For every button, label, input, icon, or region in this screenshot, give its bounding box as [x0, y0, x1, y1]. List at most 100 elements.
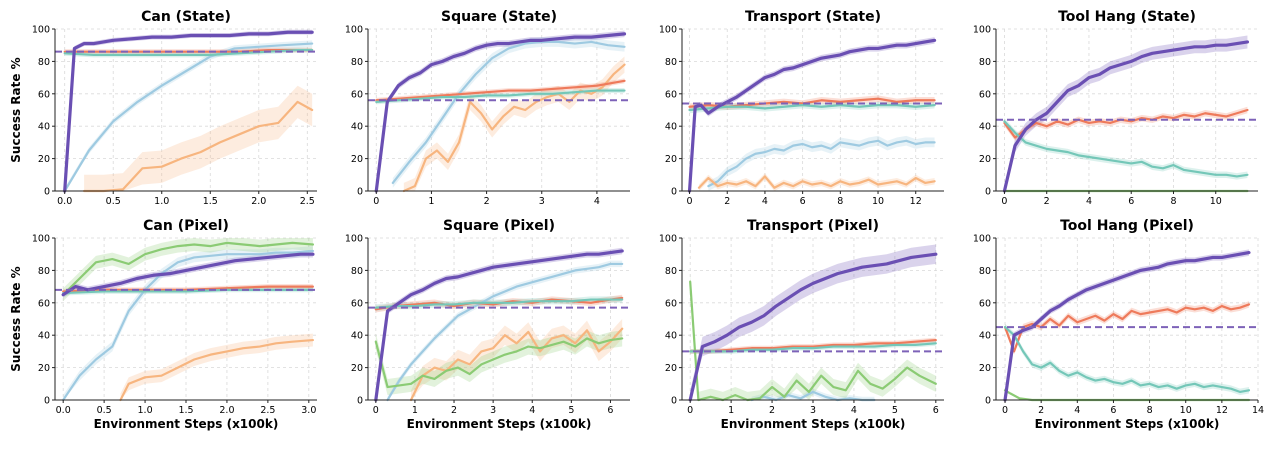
x-axis-label: Environment Steps (x100k): [1035, 417, 1220, 431]
y-tick-label: 80: [665, 266, 677, 277]
chart-panel-4: 0 20 40 60 80 100 0.0 0.5 1.0 1.5 2.0 2.5 3.0 Can (Pi…: [9, 218, 317, 431]
x-tick-label: 1: [428, 196, 434, 207]
chart-panel-5: 0 20 40 60 80 100 0 1 2 3 4 5 6 Square (Pixel) Environ…: [345, 218, 630, 431]
y-tick-label: 100: [973, 234, 991, 245]
series-line: [63, 48, 314, 57]
series-band: [708, 135, 935, 191]
y-tick-label: 80: [38, 266, 50, 277]
x-tick-label: 12: [910, 196, 922, 207]
y-tick-label: 40: [665, 122, 677, 133]
x-tick-label: 4: [529, 405, 535, 416]
panel-title: Square (State): [441, 9, 557, 25]
y-tick-label: 80: [979, 266, 991, 277]
panel-title: Tool Hang (State): [1058, 9, 1196, 25]
x-tick-label: 6: [800, 196, 806, 207]
x-tick-label: 0: [373, 196, 379, 207]
y-tick-label: 0: [671, 187, 677, 198]
x-tick-label: 5: [568, 405, 574, 416]
x-tick-label: 1.0: [138, 405, 153, 416]
panel-title: Tool Hang (Pixel): [1060, 218, 1194, 234]
series-band: [387, 260, 623, 400]
series-line: [697, 175, 936, 189]
x-tick-label: 1.5: [203, 196, 218, 207]
series-line: [1002, 40, 1250, 193]
y-tick-label: 100: [345, 25, 363, 36]
x-tick-label: 0: [1001, 196, 1007, 207]
y-tick-label: 20: [979, 363, 991, 374]
series-line: [1003, 389, 1251, 402]
y-tick-label: 0: [44, 396, 50, 407]
x-axis-label: Environment Steps (x100k): [94, 417, 279, 431]
x-axis-label: Environment Steps (x100k): [721, 417, 906, 431]
x-tick-label: 8: [1147, 405, 1153, 416]
y-tick-label: 0: [357, 187, 363, 198]
x-tick-label: 0.5: [97, 405, 112, 416]
series-line: [1003, 303, 1251, 353]
series-line: [375, 89, 626, 104]
series-group: [687, 37, 937, 193]
x-tick-label: 0.0: [56, 405, 71, 416]
panel-title: Transport (Pixel): [747, 218, 879, 234]
series-band: [120, 333, 313, 400]
series-line: [62, 249, 315, 402]
y-tick-label: 20: [351, 154, 363, 165]
series-group: [374, 30, 627, 193]
y-tick-label: 40: [665, 331, 677, 342]
series-line: [374, 32, 627, 193]
x-tick-label: 4: [1074, 405, 1080, 416]
series-line: [63, 30, 314, 193]
series-line: [402, 63, 626, 193]
series-group: [688, 244, 938, 402]
series-line: [1003, 250, 1251, 402]
series-line: [63, 42, 314, 193]
x-tick-label: 4: [851, 405, 857, 416]
x-tick-label: 0: [687, 405, 693, 416]
y-tick-label: 20: [351, 363, 363, 374]
series-line: [119, 338, 315, 402]
x-tick-label: 1.5: [178, 405, 193, 416]
y-tick-label: 20: [979, 154, 991, 165]
series-line: [688, 104, 936, 112]
y-tick-label: 20: [665, 154, 677, 165]
y-tick-label: 0: [44, 187, 50, 198]
series-band: [375, 330, 623, 396]
series-line: [1003, 120, 1249, 178]
y-tick-label: 60: [665, 298, 677, 309]
x-tick-label: 12: [1216, 405, 1228, 416]
series-group: [61, 238, 315, 402]
series-band: [690, 244, 936, 400]
y-tick-label: 100: [32, 234, 50, 245]
y-tick-label: 40: [351, 122, 363, 133]
x-tick-label: 0.5: [106, 196, 121, 207]
series-line: [689, 280, 937, 402]
x-tick-label: 4: [594, 196, 600, 207]
series-line: [750, 390, 876, 402]
x-tick-label: 4: [1086, 196, 1092, 207]
y-tick-label: 20: [38, 363, 50, 374]
y-tick-label: 60: [38, 298, 50, 309]
series-band: [698, 173, 935, 191]
series-line: [374, 337, 624, 389]
y-tick-label: 40: [38, 122, 50, 133]
x-tick-label: 4: [762, 196, 768, 207]
x-tick-label: 2: [484, 196, 490, 207]
panel-title: Transport (State): [745, 9, 881, 25]
y-tick-label: 0: [357, 396, 363, 407]
y-tick-label: 40: [351, 331, 363, 342]
series-line: [386, 262, 624, 402]
y-tick-label: 60: [979, 89, 991, 100]
panel-title: Can (Pixel): [143, 218, 229, 234]
x-tick-label: 3: [490, 405, 496, 416]
series-group: [1002, 35, 1250, 193]
x-tick-label: 2.5: [300, 196, 315, 207]
series-band: [1005, 323, 1249, 396]
panel-title: Square (Pixel): [443, 218, 555, 234]
series-line: [707, 139, 936, 188]
x-tick-label: 6: [1110, 405, 1116, 416]
y-tick-label: 0: [671, 396, 677, 407]
x-tick-label: 2.5: [260, 405, 275, 416]
y-tick-label: 60: [979, 298, 991, 309]
series-group: [1003, 249, 1251, 402]
y-tick-label: 0: [985, 187, 991, 198]
